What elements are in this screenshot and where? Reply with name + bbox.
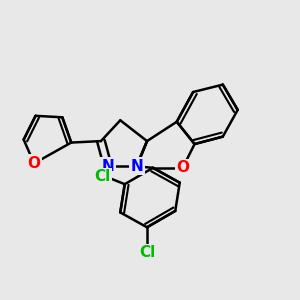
Text: N: N xyxy=(101,159,114,174)
Text: O: O xyxy=(28,156,40,171)
Text: Cl: Cl xyxy=(94,169,111,184)
Text: Cl: Cl xyxy=(139,245,155,260)
Text: N: N xyxy=(130,159,143,174)
Text: O: O xyxy=(176,160,189,175)
